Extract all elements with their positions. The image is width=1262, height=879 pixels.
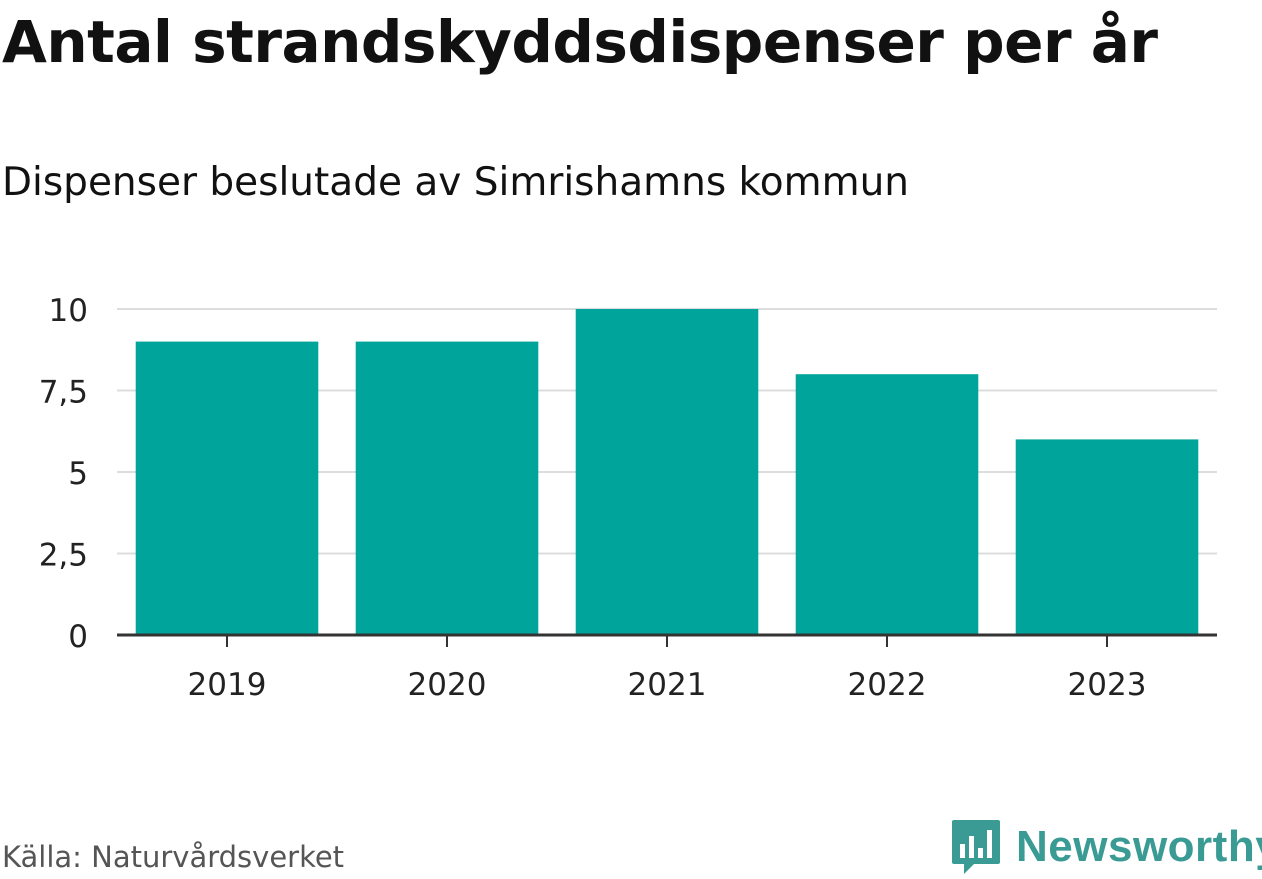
bar-2023 (1015, 439, 1199, 635)
chart-title: Antal strandskyddsdispenser per år (2, 8, 1158, 76)
x-tick-label: 2019 (188, 667, 267, 703)
x-tick-label: 2021 (628, 667, 707, 703)
bar-2021 (575, 309, 759, 635)
chart-subtitle: Dispenser beslutade av Simrishamns kommu… (2, 160, 910, 205)
source-note: Källa: Naturvårdsverket (2, 840, 345, 874)
x-tick-label: 2022 (848, 667, 927, 703)
axes (117, 633, 1217, 647)
bars (135, 309, 1199, 635)
x-tick-label: 2020 (408, 667, 487, 703)
y-tick-label: 0 (68, 619, 88, 655)
y-tick-label: 5 (68, 456, 88, 492)
brand-name: Newsworthy (1016, 822, 1262, 871)
bar-2019 (135, 341, 319, 635)
bar-2022 (795, 374, 979, 635)
y-tick-label: 7,5 (39, 375, 88, 411)
brand-logo: Newsworthy (950, 818, 1262, 876)
y-tick-label: 10 (49, 293, 88, 329)
y-tick-label: 2,5 (39, 538, 88, 574)
bar-2020 (355, 341, 539, 635)
tick-labels: 0 2,5 5 7,5 10 2019 2020 2021 2022 2023 (39, 293, 1147, 703)
x-tick-label: 2023 (1068, 667, 1147, 703)
newsworthy-logo-icon (952, 820, 1000, 874)
